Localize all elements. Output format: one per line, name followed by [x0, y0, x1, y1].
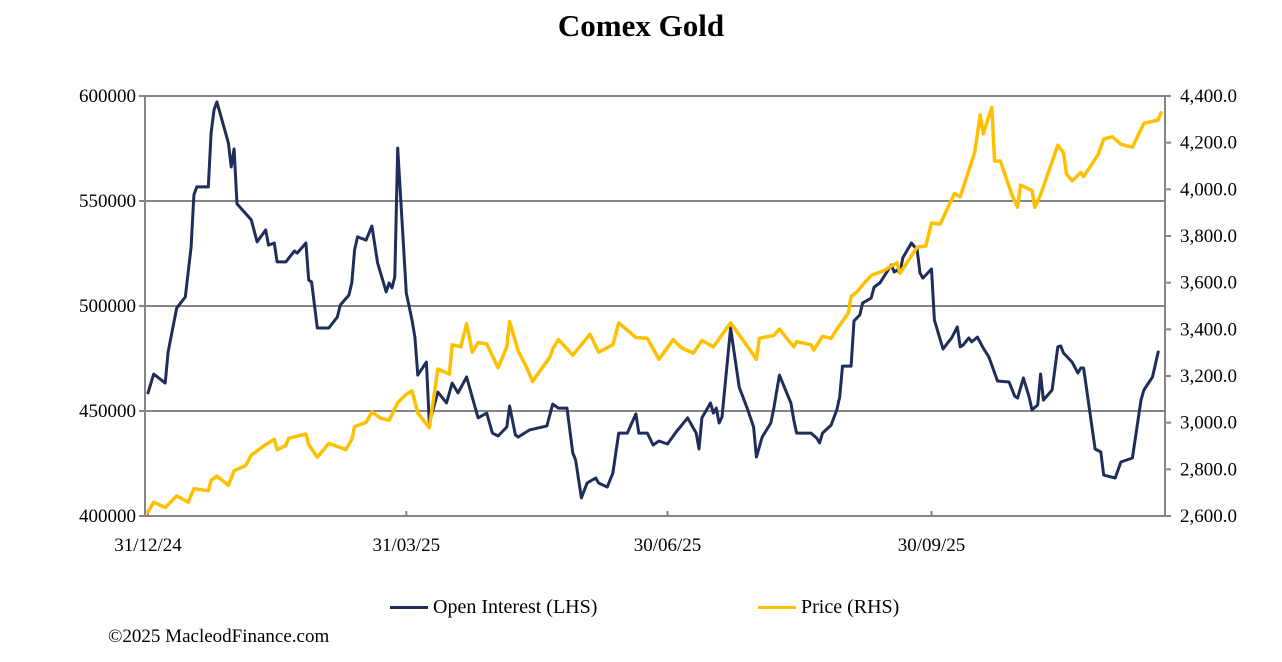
- right-axis-tick-label: 3,400.0: [1180, 319, 1237, 340]
- open-interest-line: [146, 100, 1160, 500]
- left-axis-tick-label: 500000: [79, 296, 136, 317]
- legend-swatch-open-interest: [390, 606, 428, 609]
- right-axis-tick-label: 4,400.0: [1180, 86, 1237, 107]
- left-axis-tick-label: 600000: [79, 86, 136, 107]
- legend-item-price: Price (RHS): [758, 596, 899, 619]
- legend-label-price: Price (RHS): [801, 596, 900, 618]
- price-line: [146, 105, 1163, 514]
- x-axis-tick-label: 31/03/25: [373, 535, 441, 556]
- left-axis-tick-label: 550000: [79, 191, 136, 212]
- axes: [139, 95, 1171, 517]
- legend-item-open-interest: Open Interest (LHS): [390, 596, 597, 619]
- right-axis-tick-label: 4,200.0: [1180, 133, 1237, 154]
- left-axis-tick-label: 450000: [79, 401, 136, 422]
- right-axis-tick-label: 3,600.0: [1180, 273, 1237, 294]
- copyright-text: ©2025 MacleodFinance.com: [108, 626, 330, 647]
- left-axis-tick-label: 400000: [79, 506, 136, 527]
- x-axis-tick-label: 31/12/24: [114, 535, 182, 556]
- right-axis-tick-label: 3,800.0: [1180, 226, 1237, 247]
- series-lines: [146, 100, 1163, 514]
- right-axis-tick-label: 4,000.0: [1180, 179, 1237, 200]
- right-axis-tick-label: 2,600.0: [1180, 506, 1237, 527]
- legend-swatch-price: [758, 606, 796, 609]
- right-axis-tick-label: 3,000.0: [1180, 413, 1237, 434]
- right-axis-tick-label: 2,800.0: [1180, 459, 1237, 480]
- tick-labels: 400000 450000 500000 550000 600000 2,600.0 2,8…: [79, 86, 1237, 556]
- legend-label-open-interest: Open Interest (LHS): [433, 596, 598, 618]
- x-axis-tick-label: 30/06/25: [634, 535, 702, 556]
- x-axis-tick-label: 30/09/25: [898, 535, 966, 556]
- right-axis-tick-label: 3,200.0: [1180, 366, 1237, 387]
- chart-title: Comex Gold: [557, 8, 725, 43]
